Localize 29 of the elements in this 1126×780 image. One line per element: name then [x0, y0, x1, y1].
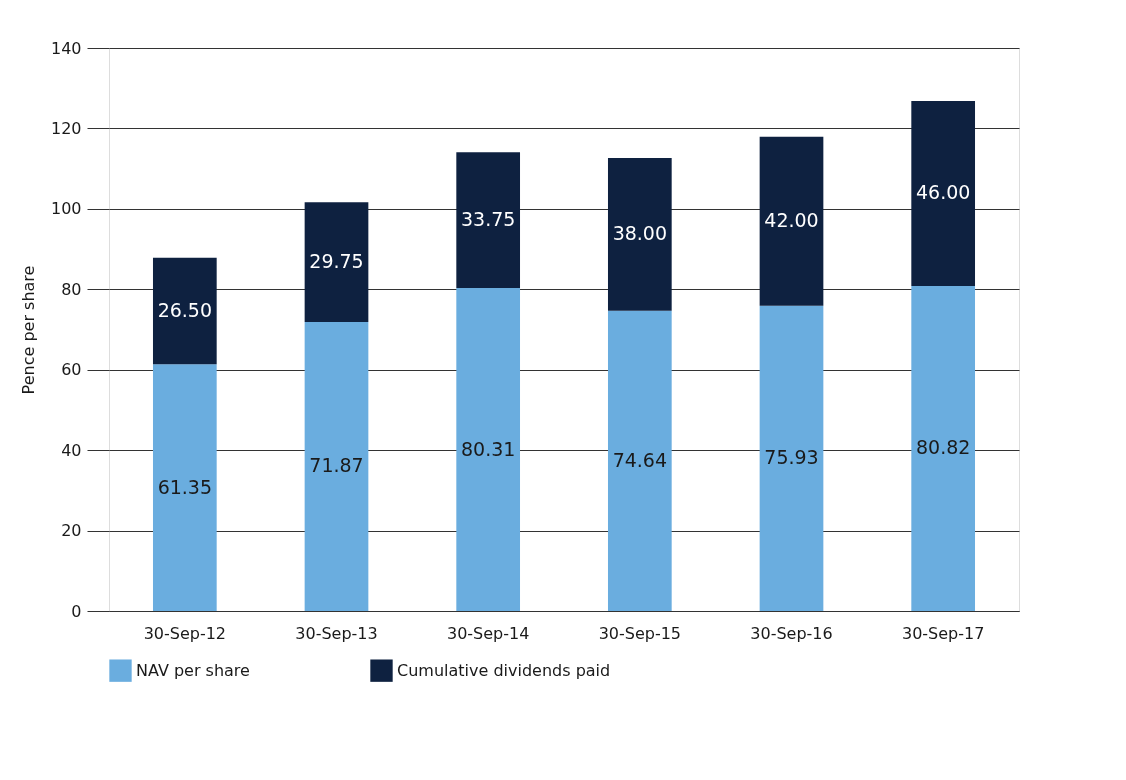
- data-label: 74.64: [612, 448, 668, 471]
- data-label: 33.75: [460, 208, 516, 231]
- legend-label: NAV per share: [136, 660, 250, 680]
- x-tick-label: 30-Sep-14: [446, 623, 530, 643]
- y-tick-label: 120: [50, 118, 82, 138]
- data-label: 38.00: [612, 222, 668, 245]
- data-label: 80.31: [460, 437, 516, 460]
- y-tick-label: 80: [61, 279, 82, 299]
- data-label: 61.35: [157, 475, 213, 498]
- x-tick-label: 30-Sep-15: [598, 623, 682, 643]
- data-label: 26.50: [157, 299, 213, 321]
- x-tick-label: 30-Sep-12: [143, 623, 227, 643]
- data-label: 71.87: [309, 454, 364, 477]
- y-tick-label: 20: [61, 521, 82, 541]
- data-label: 46.00: [915, 181, 971, 204]
- y-tick-label: 60: [61, 360, 82, 380]
- y-axis-title: Pence per share: [18, 265, 38, 395]
- data-label: 42.00: [764, 209, 819, 232]
- y-tick-label: 140: [50, 38, 82, 58]
- x-tick-label: 30-Sep-17: [901, 623, 985, 643]
- x-tick-label: 30-Sep-16: [750, 623, 833, 643]
- data-label: 29.75: [309, 250, 364, 273]
- y-tick-label: 0: [71, 601, 82, 621]
- y-tick-label: 100: [50, 199, 82, 219]
- data-label: 75.93: [764, 446, 819, 469]
- data-label: 80.82: [915, 436, 971, 459]
- x-tick-label: 30-Sep-13: [295, 623, 378, 643]
- legend-label: Cumulative dividends paid: [397, 660, 611, 680]
- y-tick-label: 40: [61, 440, 82, 460]
